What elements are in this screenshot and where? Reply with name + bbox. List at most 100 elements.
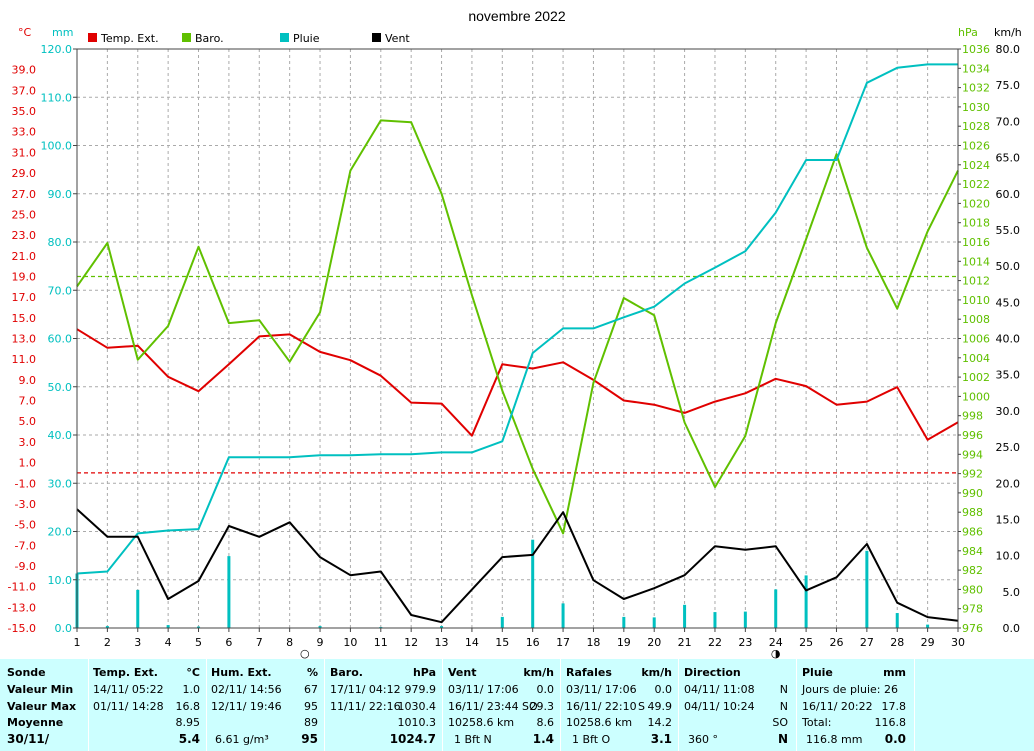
temp-tick-label: 19.0 (12, 270, 37, 283)
baro-tick-label: 998 (962, 410, 983, 423)
baro-tick-label: 990 (962, 487, 983, 500)
baro-tick-label: 1020 (962, 197, 990, 210)
x-tick-label: 12 (404, 636, 418, 649)
rain-tick-label: 100.0 (41, 140, 73, 153)
baro-tick-label: 1034 (962, 62, 990, 75)
rain-bar (105, 626, 109, 628)
rain-tick-label: 110.0 (41, 91, 73, 104)
rain-bar (166, 625, 170, 628)
legend-label: Vent (385, 32, 410, 45)
x-tick-label: 1 (74, 636, 81, 649)
rain-bar (561, 603, 565, 628)
baro-tick-label: 986 (962, 526, 983, 539)
x-tick-label: 11 (374, 636, 388, 649)
x-tick-label: 30 (951, 636, 965, 649)
row-label-moyenne: Moyenne (7, 716, 64, 729)
wind-tick-label: 60.0 (996, 188, 1021, 201)
x-tick-label: 29 (921, 636, 935, 649)
baro-tick-label: 1014 (962, 255, 990, 268)
row-label-date: 30/11/ (7, 732, 50, 746)
temp-unit-label: °C (18, 26, 32, 39)
rain-bar (652, 617, 656, 628)
baro-tick-label: 1024 (962, 159, 990, 172)
temp-tick-label: 31.0 (12, 146, 37, 159)
temp-tick-label: -5.0 (15, 519, 36, 532)
rafales-min-time: 03/11/ 17:06 (566, 683, 637, 696)
temp-tick-label: 23.0 (12, 229, 37, 242)
wind-tick-label: 0.0 (1003, 622, 1021, 635)
wind-tick-label: 15.0 (996, 513, 1021, 526)
legend-swatch (372, 33, 381, 42)
temp-tick-label: 35.0 (12, 105, 37, 118)
temp-max-time: 01/11/ 14:28 (93, 700, 164, 713)
rain-tick-label: 60.0 (48, 333, 73, 346)
x-tick-label: 28 (890, 636, 904, 649)
legend-label: Baro. (195, 32, 224, 45)
rafales-max-direction: S (638, 700, 645, 713)
direction-min-time: 04/11/ 11:08 (684, 683, 755, 696)
x-tick-label: 23 (738, 636, 752, 649)
x-tick-label: 24 (769, 636, 783, 649)
baro-tick-label: 980 (962, 583, 983, 596)
stats-col-vent: Vent km/h 03/11/ 17:06 0.0 16/11/ 23:44 … (442, 659, 561, 751)
wind-tick-label: 35.0 (996, 369, 1021, 382)
vent-unit: km/h (523, 666, 554, 679)
wind-tick-label: 50.0 (996, 260, 1021, 273)
stats-panel: Sonde Valeur Min Valeur Max Moyenne 30/1… (0, 659, 1034, 751)
direction-current: N (777, 732, 788, 746)
stats-col-direction: Direction 04/11/ 11:08 N 04/11/ 10:24 N … (678, 659, 797, 751)
baro-tick-label: 982 (962, 564, 983, 577)
rain-tick-label: 40.0 (48, 429, 73, 442)
temp-moyenne: 8.95 (175, 716, 201, 729)
x-tick-label: 15 (495, 636, 509, 649)
legend-label: Temp. Ext. (100, 32, 159, 45)
wind-tick-label: 45.0 (996, 296, 1021, 309)
x-tick-label: 3 (134, 636, 141, 649)
temp-unit: °C (186, 666, 200, 679)
hum-unit: % (306, 666, 318, 679)
hum-current: 95 (301, 732, 318, 746)
rafales-distance: 10258.6 km (566, 716, 633, 729)
vent-min-value: 0.0 (536, 683, 555, 696)
chart-legend: Temp. Ext. Baro. Pluie Vent (88, 32, 410, 45)
baro-tick-label: 1002 (962, 371, 990, 384)
temp-tick-label: -3.0 (15, 498, 36, 511)
pluie-total-value: 116.8 (874, 716, 907, 729)
wind-tick-label: 40.0 (996, 333, 1021, 346)
rain-bar (743, 611, 747, 628)
moon-phase-icon: ○ (300, 647, 310, 659)
stats-col-baro: Baro. hPa 17/11/ 04:12 979.9 11/11/ 22:1… (324, 659, 443, 751)
wind-tick-label: 80.0 (996, 43, 1021, 56)
rain-bar (865, 550, 869, 628)
sonde-header: Sonde (7, 666, 46, 679)
baro-tick-label: 1006 (962, 333, 990, 346)
wind-tick-label: 5.0 (1003, 586, 1021, 599)
rain-unit-label: mm (52, 26, 73, 39)
rain-bar (227, 556, 231, 628)
baro-tick-label: 1000 (962, 390, 990, 403)
hum-header: Hum. Ext. (211, 666, 272, 679)
legend-swatch (88, 33, 97, 42)
pluie-unit: mm (883, 666, 906, 679)
x-tick-label: 19 (617, 636, 631, 649)
baro-current: 1024.7 (389, 732, 436, 746)
temp-min-value: 1.0 (182, 683, 201, 696)
vent-distance: 10258.6 km (448, 716, 515, 729)
hum-abs-humidity: 6.61 g/m³ (215, 733, 269, 746)
temp-tick-label: 9.0 (19, 374, 37, 387)
rafales-moyenne: 14.2 (647, 716, 673, 729)
row-label-max: Valeur Max (7, 700, 77, 713)
baro-min-value: 979.9 (404, 683, 437, 696)
stats-col-pluie: Pluie mm Jours de pluie: 26 16/11/ 20:22… (796, 659, 915, 751)
temp-tick-label: 29.0 (12, 167, 37, 180)
rafales-min-value: 0.0 (654, 683, 673, 696)
wind-tick-label: 25.0 (996, 441, 1021, 454)
rain-tick-label: 80.0 (48, 236, 73, 249)
hum-max-time: 12/11/ 19:46 (211, 700, 282, 713)
rain-bar (440, 626, 444, 628)
baro-header: Baro. (330, 666, 363, 679)
temp-tick-label: 17.0 (12, 291, 37, 304)
temp-tick-label: 21.0 (12, 250, 37, 263)
x-tick-label: 18 (586, 636, 600, 649)
stats-col-temp: Temp. Ext. °C 14/11/ 05:22 1.0 01/11/ 14… (88, 659, 207, 751)
